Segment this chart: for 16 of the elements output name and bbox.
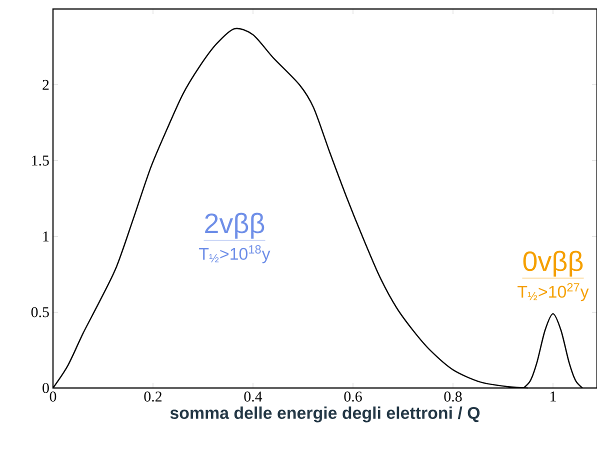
y-tick-label: 0.5 xyxy=(31,307,49,318)
annotation: T$_{½}$>10$^{18}$y xyxy=(199,245,270,264)
x-tick-label: 0 xyxy=(50,392,56,402)
annotation: T$_{½}$>10$^{27}$y xyxy=(518,283,589,302)
x-tick-label: 0.4 xyxy=(244,392,262,402)
y-tick-label: 2 xyxy=(42,80,49,90)
x-tick-label: 0.2 xyxy=(144,392,162,402)
y-tick-label: 1 xyxy=(43,231,49,242)
x-tick-label: 1 xyxy=(550,392,556,402)
text: 2vββ xyxy=(205,212,264,239)
x-tick-label: 0.8 xyxy=(444,392,462,402)
x-tick-label: 0.6 xyxy=(344,392,362,402)
y-tick-label: 0 xyxy=(42,382,49,394)
series-label: 0vββ xyxy=(523,250,583,277)
y-tick-label: 1.5 xyxy=(32,156,49,166)
x-axis-title: somma delle energie degli elettroni / Q xyxy=(170,406,480,422)
